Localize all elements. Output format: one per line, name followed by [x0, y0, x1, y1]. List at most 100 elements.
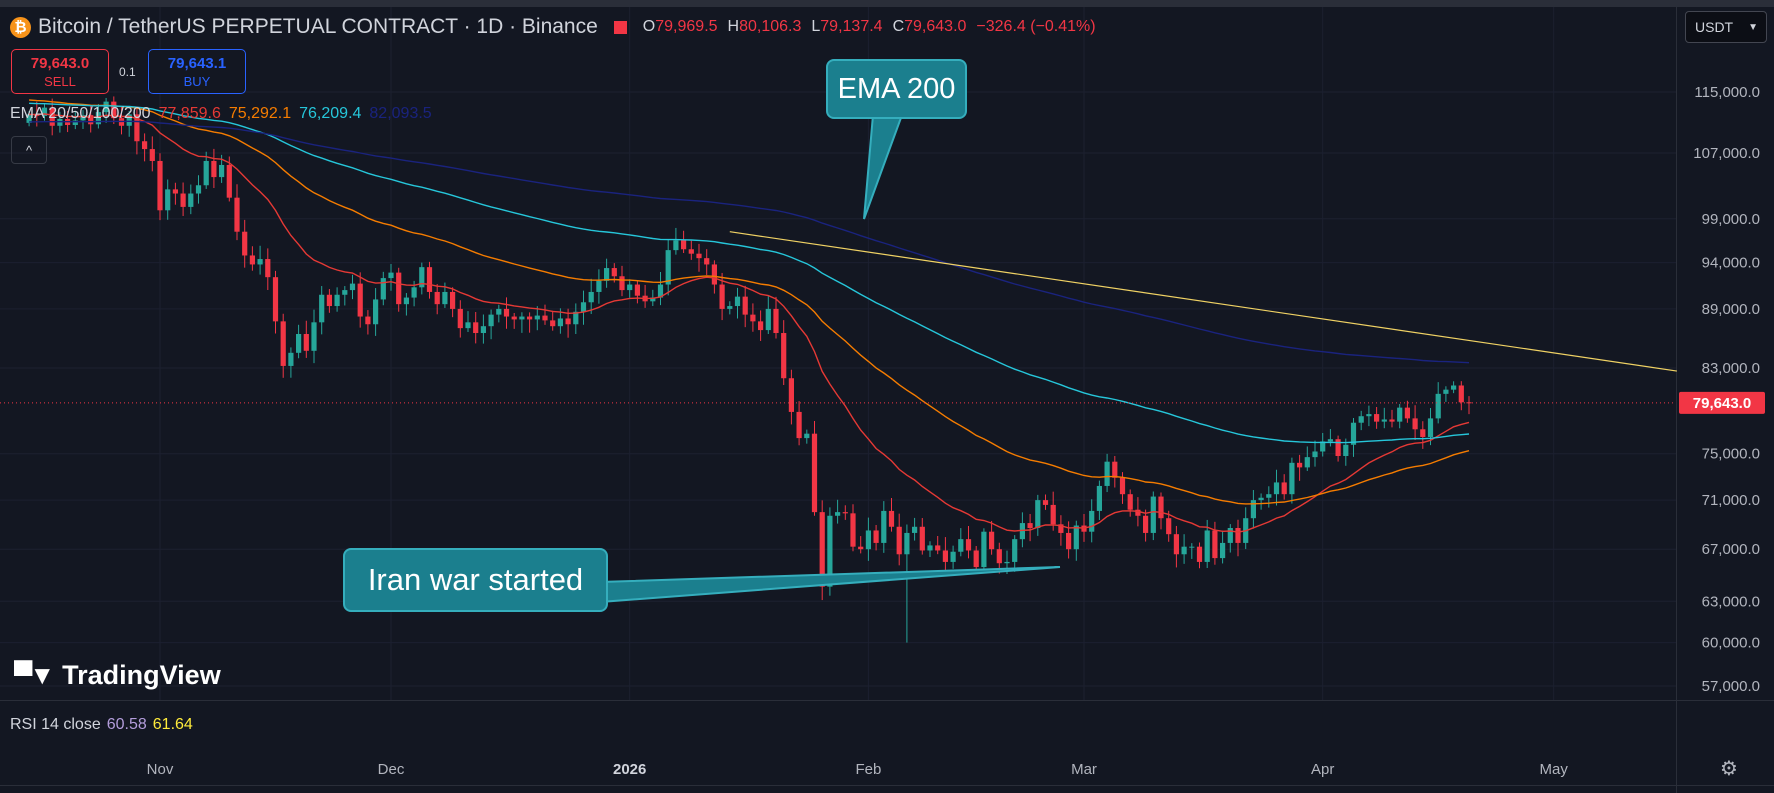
candle-body: [935, 545, 941, 551]
candle-body: [1281, 482, 1287, 495]
tradingview-logo[interactable]: ▀▼ TradingView: [14, 660, 221, 690]
candle-body: [296, 333, 302, 353]
candle-body: [657, 284, 664, 298]
candle-body: [349, 283, 356, 291]
candle-body: [804, 433, 810, 439]
candle-body: [912, 526, 918, 533]
candle-body: [1104, 461, 1110, 486]
candle-body: [41, 107, 48, 116]
candle-body: [1350, 422, 1357, 445]
collapse-legend-button[interactable]: ^: [11, 136, 47, 164]
candle-body: [1166, 518, 1172, 535]
candle-body: [457, 308, 463, 329]
price-tick-label: 107,000.0: [1693, 145, 1760, 162]
flag-icon[interactable]: [613, 20, 627, 34]
candle-body: [311, 322, 317, 351]
time-tick-label: Apr: [1311, 761, 1334, 778]
candle-body: [511, 316, 517, 320]
candle-body: [49, 107, 55, 126]
buy-price: 79,643.1: [167, 54, 227, 72]
candle-body: [1119, 477, 1126, 495]
candle-body: [450, 291, 456, 309]
iran-war-callout[interactable]: Iran war started: [343, 548, 608, 612]
ema-legend-label: EMA 20/50/100/200: [10, 105, 151, 122]
candle-body: [1173, 534, 1179, 555]
candle-body: [1381, 419, 1387, 422]
candle-body: [873, 530, 879, 543]
candle-body: [1196, 546, 1203, 562]
price-chart[interactable]: 115,000.0 107,000.0 99,000.0 94,000.0 89,000…: [0, 7, 1774, 793]
candle-body: [1027, 523, 1033, 528]
price-tick-label: 115,000.0: [1694, 84, 1760, 101]
candle-body: [465, 322, 471, 329]
close-value: 79,643.0: [904, 18, 967, 35]
buy-button[interactable]: 79,643.1 BUY: [148, 49, 246, 94]
sell-button[interactable]: 79,643.0 SELL: [11, 49, 109, 94]
ohlc-close: C79,643.0: [893, 18, 967, 36]
candle-body: [719, 284, 725, 309]
candle-body: [434, 291, 440, 305]
ema200-line: [29, 120, 1470, 364]
candle-body: [1220, 542, 1226, 559]
candle-body: [688, 249, 694, 254]
rsi-legend[interactable]: RSI 14 close 60.58 61.64: [10, 716, 193, 734]
candle-body: [888, 510, 895, 527]
candle-body: [1181, 546, 1187, 555]
candle-body: [1343, 444, 1349, 457]
candle-body: [765, 308, 771, 331]
rsi-value-2: 61.64: [152, 716, 193, 733]
candle-body: [257, 259, 263, 265]
candle-body: [742, 296, 748, 315]
top-strip: [0, 0, 1774, 7]
candle-body: [996, 549, 1002, 564]
candle-body: [157, 160, 163, 211]
candle-body: [796, 411, 802, 439]
candle-body: [234, 197, 240, 232]
candle-body: [326, 294, 332, 307]
candle-body: [1266, 494, 1272, 498]
candle-body: [811, 433, 818, 513]
candle-body: [1235, 527, 1241, 543]
price-tick-label: 75,000.0: [1702, 446, 1760, 463]
candle-body: [195, 185, 202, 194]
candle-body: [665, 250, 671, 285]
candle-body: [480, 326, 486, 334]
time-tick-label: Nov: [147, 761, 174, 778]
order-quantity[interactable]: 0.1: [119, 65, 136, 79]
candle-body: [72, 120, 78, 126]
price-tick-label: 89,000.0: [1702, 301, 1760, 318]
settings-gear-icon[interactable]: ⚙: [1720, 757, 1738, 780]
price-change: −326.4 (−0.41%): [976, 18, 1096, 35]
candle-body: [303, 333, 309, 351]
candle-body: [149, 149, 155, 161]
candle-body: [1096, 485, 1102, 511]
candle-body: [419, 267, 425, 288]
candle-body: [265, 259, 271, 278]
candle-body: [965, 539, 972, 551]
candle-body: [973, 550, 979, 568]
candle-body: [758, 321, 764, 331]
candle-body: [280, 321, 286, 366]
low-value: 79,137.4: [820, 18, 883, 35]
currency-select[interactable]: USDT ▼: [1685, 11, 1767, 43]
candle-body: [1451, 385, 1457, 390]
candle-body: [896, 526, 902, 555]
candle-body: [380, 278, 386, 300]
candle-body: [411, 287, 417, 298]
ohlc-high: H80,106.3: [728, 18, 802, 36]
candle-body: [1127, 494, 1133, 510]
chevron-up-icon: ^: [25, 142, 33, 158]
ema-legend[interactable]: EMA 20/50/100/200 77,859.6 75,292.1 76,209.…: [10, 105, 440, 123]
candle-body: [904, 532, 910, 555]
candle-body: [211, 160, 217, 178]
candle-body: [781, 333, 787, 379]
candle-body: [1019, 523, 1025, 540]
symbol-title[interactable]: Bitcoin / TetherUS PERPETUAL CONTRACT · …: [38, 15, 598, 38]
candle-body: [650, 297, 656, 302]
ema200-callout[interactable]: EMA 200: [826, 59, 967, 119]
candle-body: [88, 115, 94, 125]
candle-body: [1427, 418, 1434, 437]
candle-body: [1150, 496, 1156, 533]
candle-body: [881, 510, 887, 543]
ema50-line: [29, 99, 1470, 505]
